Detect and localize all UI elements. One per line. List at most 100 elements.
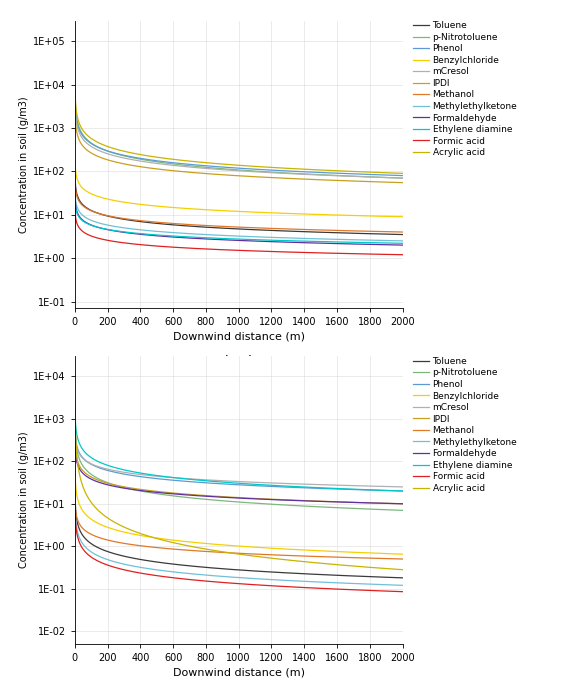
Toluene [391, 573, 398, 582]
mCresol [399, 483, 406, 491]
Methanol [71, 174, 78, 182]
Methanol [266, 551, 273, 559]
Formic acid [391, 251, 398, 259]
Methylethylketone [227, 232, 234, 240]
Methanol [340, 553, 347, 562]
Ethylene diamine [71, 193, 78, 201]
Formaldehyde [391, 499, 398, 508]
Methanol [71, 493, 78, 501]
p-Nitrotoluene [266, 168, 273, 176]
Methylethylketone [229, 232, 236, 240]
Formaldehyde [229, 236, 236, 245]
Methanol [399, 555, 406, 563]
p-Nitrotoluene [399, 506, 406, 514]
Ethylene diamine [249, 480, 256, 488]
Line: p-Nitrotoluene: p-Nitrotoluene [75, 419, 402, 510]
Phenol [227, 164, 234, 172]
Methylethylketone [227, 573, 234, 581]
p-Nitrotoluene [71, 85, 78, 93]
p-Nitrotoluene [249, 499, 256, 507]
Formic acid [249, 580, 256, 588]
Phenol [266, 166, 273, 174]
Formaldehyde [249, 495, 256, 503]
Acrylic acid [229, 161, 236, 169]
Benzylchloride [227, 541, 234, 549]
IPDI [391, 178, 398, 186]
Formic acid [227, 579, 234, 587]
Methylethylketone [71, 497, 78, 505]
Ethylene diamine [266, 236, 273, 245]
Formaldehyde [266, 238, 273, 246]
X-axis label: Downwind distance (m): Downwind distance (m) [172, 667, 305, 677]
Formic acid [266, 247, 273, 256]
Line: Formic acid: Formic acid [75, 207, 402, 255]
Methylethylketone [391, 581, 398, 589]
Acrylic acid [266, 554, 273, 562]
Acrylic acid [227, 549, 234, 557]
p-Nitrotoluene [266, 500, 273, 508]
Benzylchloride [229, 542, 236, 550]
Formaldehyde [227, 236, 234, 245]
Benzylchloride [340, 548, 347, 556]
IPDI [266, 173, 273, 182]
Acrylic acid [249, 552, 256, 560]
Acrylic acid [391, 169, 398, 177]
Methylethylketone [249, 233, 256, 241]
Methylethylketone [399, 581, 406, 589]
Methanol [391, 555, 398, 563]
p-Nitrotoluene [391, 506, 398, 514]
Benzylchloride [266, 209, 273, 217]
Phenol [266, 482, 273, 490]
Formaldehyde [391, 241, 398, 249]
Toluene [71, 169, 78, 177]
IPDI [399, 179, 406, 187]
Line: Formic acid: Formic acid [75, 503, 402, 592]
IPDI [391, 499, 398, 508]
Methylethylketone [340, 236, 347, 244]
IPDI [71, 432, 78, 440]
Line: Ethylene diamine: Ethylene diamine [75, 197, 402, 243]
mCresol [71, 424, 78, 432]
Line: Formaldehyde: Formaldehyde [75, 194, 402, 245]
Toluene [266, 568, 273, 576]
Benzylchloride [227, 207, 234, 215]
mCresol [71, 94, 78, 102]
IPDI [340, 498, 347, 506]
Formaldehyde [340, 498, 347, 506]
Methanol [391, 227, 398, 236]
IPDI [229, 171, 236, 179]
p-Nitrotoluene [340, 172, 347, 180]
Acrylic acid [340, 561, 347, 569]
IPDI [340, 177, 347, 185]
Formic acid [399, 588, 406, 596]
Line: Phenol: Phenol [75, 95, 402, 175]
Methanol [229, 223, 236, 231]
Toluene [391, 230, 398, 238]
Benzylchloride [266, 544, 273, 552]
Phenol [229, 164, 236, 172]
Methylethylketone [249, 574, 256, 582]
Formaldehyde [399, 241, 406, 249]
Formaldehyde [71, 190, 78, 198]
Methylethylketone [229, 573, 236, 582]
Toluene [227, 565, 234, 573]
Benzylchloride [391, 212, 398, 221]
Line: Methanol: Methanol [75, 178, 402, 232]
Formaldehyde [340, 240, 347, 248]
Formic acid [249, 247, 256, 255]
IPDI [249, 494, 256, 502]
IPDI [227, 493, 234, 501]
Line: Formaldehyde: Formaldehyde [75, 441, 402, 503]
Toluene [266, 226, 273, 234]
Benzylchloride [340, 211, 347, 219]
Y-axis label: Concentration in soil (g/m3): Concentration in soil (g/m3) [19, 432, 29, 569]
Line: Acrylic acid: Acrylic acid [75, 85, 402, 173]
Formaldehyde [266, 495, 273, 503]
Acrylic acid [266, 163, 273, 171]
Methylethylketone [266, 233, 273, 241]
Formic acid [391, 587, 398, 595]
Formaldehyde [249, 237, 256, 245]
Methanol [227, 223, 234, 231]
Line: Benzylchloride: Benzylchloride [75, 465, 402, 554]
Line: Toluene: Toluene [75, 173, 402, 234]
